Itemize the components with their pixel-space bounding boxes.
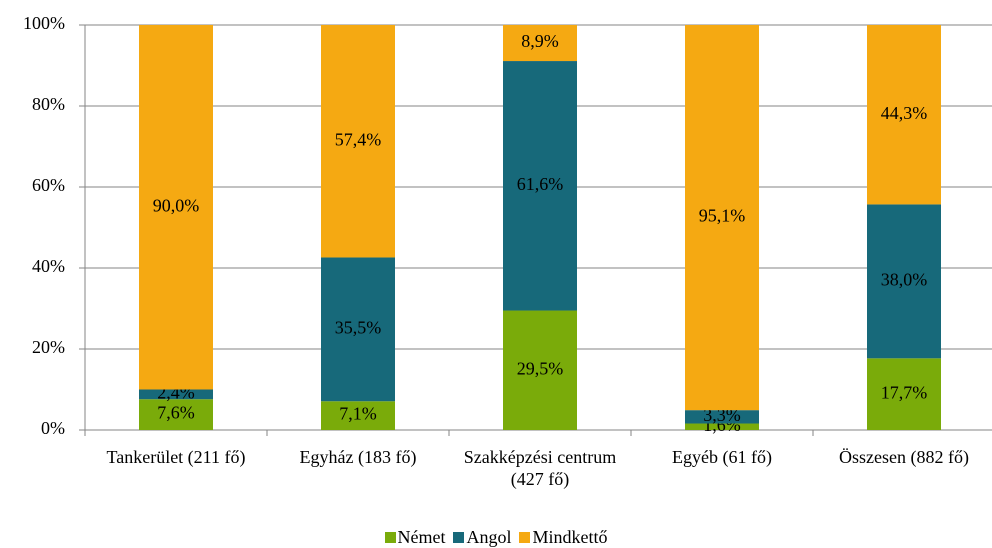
x-tick-label: Összesen (882 fő) xyxy=(839,447,969,467)
y-tick-label: 40% xyxy=(32,256,65,276)
bar-segment xyxy=(867,25,941,205)
y-tick-label: 100% xyxy=(23,13,65,33)
bar-segment xyxy=(139,25,213,390)
bar-segment xyxy=(867,204,941,359)
data-label: 38,0% xyxy=(881,269,928,289)
legend-label: Angol xyxy=(466,527,512,547)
legend-swatch xyxy=(519,532,531,543)
legend-swatch xyxy=(453,532,465,543)
x-tick-label: Tankerület (211 fő) xyxy=(106,447,246,467)
x-tick-label: Szakképzési centrum (427 fő) xyxy=(463,447,617,489)
data-label: 44,3% xyxy=(881,103,928,123)
y-tick-label: 80% xyxy=(32,94,65,114)
data-label: 7,6% xyxy=(157,403,195,423)
y-tick-label: 60% xyxy=(32,175,65,195)
bar-segment xyxy=(685,423,759,430)
y-tick-label: 0% xyxy=(41,418,65,438)
bar-segment xyxy=(503,25,577,62)
data-label: 90,0% xyxy=(153,195,200,215)
bar-segment xyxy=(321,401,395,430)
legend-item: Mindkettő xyxy=(519,526,607,548)
data-label: 61,6% xyxy=(517,174,564,194)
data-label: 57,4% xyxy=(335,129,382,149)
data-label: 35,5% xyxy=(335,317,382,337)
bar-segment xyxy=(685,410,759,424)
y-tick-label: 20% xyxy=(32,337,65,357)
legend: Német Angol Mindkettő xyxy=(0,526,992,548)
data-label: 8,9% xyxy=(521,31,559,51)
bar-segment xyxy=(685,25,759,411)
data-label: 95,1% xyxy=(699,206,746,226)
data-label: 7,1% xyxy=(339,404,377,424)
legend-label: Mindkettő xyxy=(532,527,608,547)
bar-segment xyxy=(321,257,395,402)
data-label: 17,7% xyxy=(881,382,928,402)
bar-segment xyxy=(139,399,213,430)
legend-item: Német xyxy=(384,526,446,548)
legend-label: Német xyxy=(397,527,446,547)
bar-segment xyxy=(139,389,213,400)
bar-segment xyxy=(503,61,577,311)
bar-segment xyxy=(503,310,577,430)
x-tick-label: Egyéb (61 fő) xyxy=(672,447,772,467)
bar-segment xyxy=(867,358,941,430)
legend-item: Angol xyxy=(453,526,511,548)
bar-segment xyxy=(321,25,395,258)
legend-swatch xyxy=(384,532,396,543)
x-tick-label: Egyház (183 fő) xyxy=(299,447,417,467)
data-label: 29,5% xyxy=(517,358,564,378)
